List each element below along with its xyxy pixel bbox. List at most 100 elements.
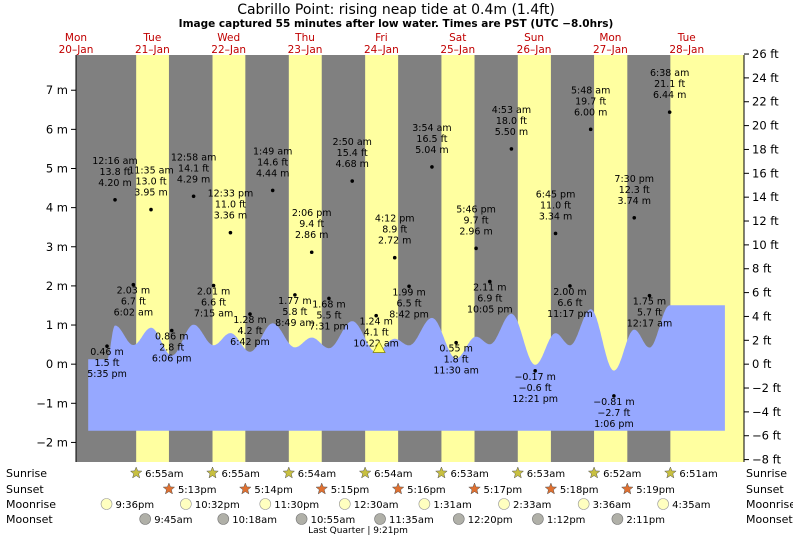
tide-point-label: 1.28 m xyxy=(233,315,266,326)
tide-point-label: 4.68 m xyxy=(335,159,368,170)
tide-point-dot xyxy=(309,250,314,255)
moonset-time: 11:35am xyxy=(389,515,434,526)
tide-point-label: 2.96 m xyxy=(459,226,492,237)
tide-point-label: 4.29 m xyxy=(177,174,210,185)
tide-point-label: 4.20 m xyxy=(98,178,131,189)
moonset-time: 12:20pm xyxy=(468,515,513,526)
tide-point-label: 1:49 am xyxy=(253,146,292,157)
tide-point-dot xyxy=(374,313,378,318)
right-tick-label: 4 ft xyxy=(752,309,772,323)
tide-point-dot xyxy=(474,246,478,251)
tide-point-label: 5.5 ft xyxy=(316,310,341,321)
right-tick-label: 0 ft xyxy=(752,357,772,371)
right-tick-label: 22 ft xyxy=(752,95,779,109)
tide-point-label: 16.5 ft xyxy=(416,134,447,145)
tide-point-dot xyxy=(169,328,174,333)
sunrise-star-icon xyxy=(435,466,448,479)
right-tick-label: 8 ft xyxy=(752,262,772,276)
tide-point-label: 5.7 ft xyxy=(637,308,662,319)
tide-point-label: 19.7 ft xyxy=(575,96,606,107)
tide-point-dot xyxy=(487,279,492,284)
tide-point-label: 8:49 am xyxy=(275,318,314,329)
sunrise-time: 6:52am xyxy=(603,469,641,480)
sunset-star-icon xyxy=(620,482,634,495)
tide-point-label: 2.8 ft xyxy=(159,343,184,354)
tide-point-label: 1.75 m xyxy=(633,297,666,308)
tide-point-label: 2:50 am xyxy=(332,137,371,148)
tide-point-label: 6.44 m xyxy=(653,90,686,101)
tide-point-label: 5:46 pm xyxy=(456,204,496,215)
tide-point-label: 1.24 m xyxy=(359,317,392,328)
right-tick-label: 12 ft xyxy=(752,214,779,228)
right-tick-label: 20 ft xyxy=(752,119,779,133)
tide-point-label: 2.03 m xyxy=(117,286,150,297)
left-tick-label: 3 m xyxy=(46,240,68,254)
tide-point-dot xyxy=(350,179,355,183)
sunrise-time: 6:55am xyxy=(145,469,183,480)
tide-point-dot xyxy=(647,293,652,298)
tide-point-label: 6:02 am xyxy=(114,308,153,319)
tide-point-label: 1.99 m xyxy=(392,287,425,298)
tide-point-label: −0.81 m xyxy=(593,397,634,408)
tide-point-dot xyxy=(632,216,637,220)
sunset-time: 5:16pm xyxy=(407,485,446,496)
tide-point-label: 2.11 m xyxy=(473,283,506,294)
tide-point-label: 6.6 ft xyxy=(557,298,582,309)
day-label-date: 23–Jan xyxy=(288,44,323,56)
tide-point-dot xyxy=(270,188,275,193)
left-tick-label: 7 m xyxy=(46,83,68,97)
moonset-moon-icon xyxy=(611,513,624,525)
day-label-dow: Mon xyxy=(599,32,621,44)
tide-point-dot xyxy=(667,110,672,114)
row-label-moonset-right: Moonset xyxy=(746,513,793,526)
tide-point-label: 13.0 ft xyxy=(135,177,166,188)
tide-point-dot xyxy=(228,230,233,235)
tide-point-label: 11:30 am xyxy=(433,366,478,377)
tide-point-label: 4:12 pm xyxy=(375,214,415,225)
day-label-dow: Thu xyxy=(294,32,315,44)
tide-point-label: 1:06 pm xyxy=(594,419,634,430)
moonrise-moon-icon xyxy=(498,498,510,510)
left-tick-label: 2 m xyxy=(46,279,68,293)
tide-point-dot xyxy=(131,282,136,287)
moonset-time: 10:18am xyxy=(232,515,277,526)
moonrise-time: 10:32pm xyxy=(195,500,240,511)
tide-point-label: 21.1 ft xyxy=(654,79,685,90)
tide-point-dot xyxy=(293,293,297,297)
sunrise-star-icon xyxy=(358,466,372,479)
day-label-dow: Sun xyxy=(524,32,544,44)
day-label-dow: Tue xyxy=(677,32,696,44)
tide-point-dot xyxy=(211,283,216,288)
tide-point-label: 12:21 pm xyxy=(512,394,558,405)
tide-point-label: 7:31 pm xyxy=(309,321,349,332)
day-label-date: 25–Jan xyxy=(440,44,475,56)
day-label-dow: Wed xyxy=(217,32,240,44)
moonset-moon-icon xyxy=(139,513,151,525)
left-tick-label: 4 m xyxy=(46,201,68,215)
tide-point-label: 5:35 pm xyxy=(87,369,127,380)
tide-point-label: 15.4 ft xyxy=(337,148,368,159)
sunset-time: 5:13pm xyxy=(178,485,217,496)
tide-point-label: 6.00 m xyxy=(574,107,607,118)
tide-point-label: 11:35 am xyxy=(128,166,173,177)
tide-point-label: −0.17 m xyxy=(514,372,555,383)
tide-point-label: 6.6 ft xyxy=(201,298,226,309)
tide-point-label: 12:16 am xyxy=(92,156,137,167)
tide-point-label: 7:15 am xyxy=(194,309,233,320)
tide-point-label: 11:17 pm xyxy=(547,309,593,320)
left-tick-label: 1 m xyxy=(46,318,68,332)
tide-point-label: 6:06 pm xyxy=(152,354,192,365)
tide-point-label: 4.1 ft xyxy=(364,328,389,339)
tide-point-label: 3.95 m xyxy=(134,188,167,199)
moonrise-moon-icon xyxy=(577,498,590,510)
tide-point-label: 4.2 ft xyxy=(237,326,262,337)
tide-point-label: 8:42 pm xyxy=(389,309,429,320)
moonrise-moon-icon xyxy=(100,498,113,510)
right-tick-label: 18 ft xyxy=(752,142,779,156)
sunset-time: 5:15pm xyxy=(331,485,370,496)
left-tick-label: 0 m xyxy=(46,357,68,371)
tide-point-label: 6.5 ft xyxy=(397,298,422,309)
tide-point-label: 3.34 m xyxy=(539,211,572,222)
